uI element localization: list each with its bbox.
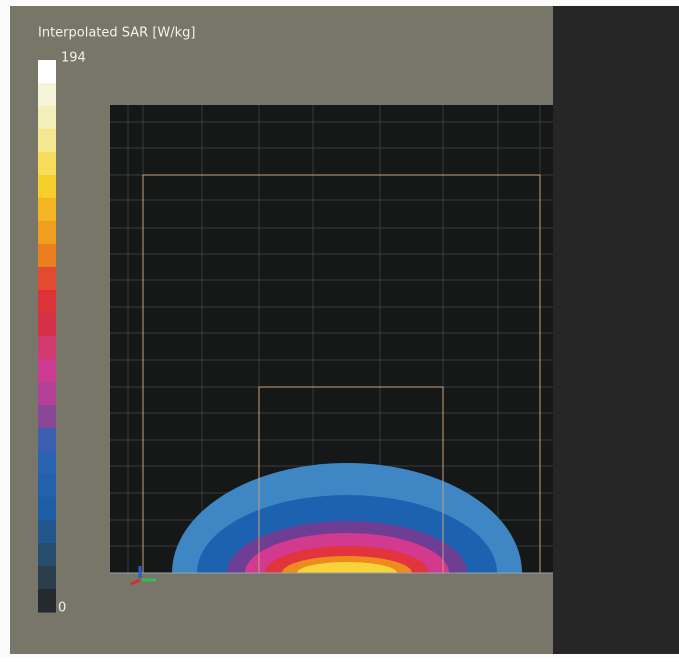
sar-field [172,463,522,573]
colorbar-step [38,175,56,199]
axis-gizmo [130,566,156,586]
colorbar-step [38,313,56,337]
colorbar-step [38,359,56,383]
colorbar-max: 194 [61,51,86,66]
colorbar-step [38,497,56,521]
colorbar-step [38,290,56,314]
contour [297,562,397,573]
axis-x [130,578,141,586]
colorbar [38,60,56,613]
colorbar-step [38,60,56,84]
colorbar-step [38,198,56,222]
colorbar-step [38,267,56,291]
colorbar-step [38,566,56,590]
side-panel [553,6,679,654]
colorbar-step [38,221,56,245]
colorbar-step [38,520,56,544]
colorbar-title: Interpolated SAR [W/kg] [38,26,196,41]
colorbar-step [38,336,56,360]
colorbar-step [38,543,56,567]
colorbar-step [38,428,56,452]
colorbar-step [38,405,56,429]
colorbar-step [38,474,56,498]
colorbar-step [38,83,56,107]
colorbar-min: 0 [58,601,66,616]
colorbar-step [38,382,56,406]
colorbar-step [38,129,56,153]
colorbar-step [38,106,56,130]
colorbar-step [38,451,56,475]
colorbar-step [38,152,56,176]
colorbar-step [38,589,56,613]
colorbar-step [38,244,56,268]
